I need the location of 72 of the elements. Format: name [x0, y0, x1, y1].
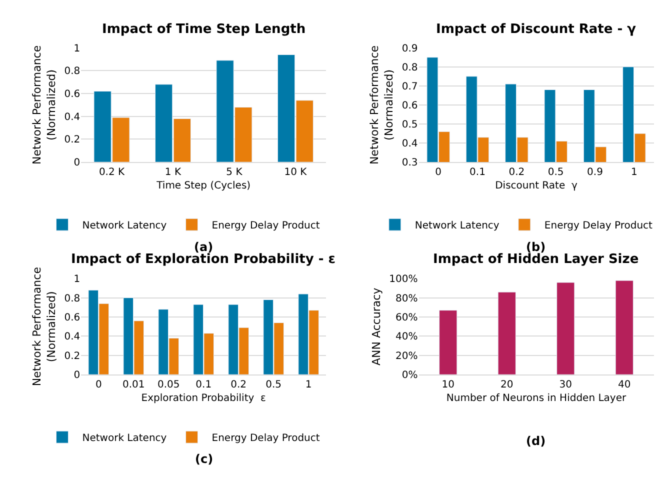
- y-axis-title: Network Performance (Normalized): [30, 45, 58, 165]
- y-tick-label: 80%: [396, 293, 418, 304]
- x-tick-label: 40: [618, 380, 631, 391]
- x-axis-title: Discount Rate γ: [495, 180, 578, 192]
- y-tick-label: 0%: [402, 370, 418, 382]
- legend-label: Network Latency: [82, 432, 167, 444]
- y-tick-label: 0.4: [64, 332, 80, 343]
- bar: [615, 280, 634, 375]
- x-tick-label: 0: [435, 167, 442, 178]
- y-tick-label: 1: [74, 274, 80, 286]
- x-tick-label: 1 K: [164, 167, 182, 178]
- x-axis-title: Exploration Probability ε: [141, 393, 266, 404]
- y-tick-label: 0: [74, 370, 80, 382]
- legend-label: Network Latency: [414, 220, 500, 232]
- x-tick-label: 0.1: [470, 167, 486, 178]
- y-tick-label: 100%: [389, 274, 418, 286]
- bar: [556, 282, 575, 375]
- y-tick-label: 0: [74, 158, 80, 169]
- x-tick-label: 1: [630, 167, 638, 178]
- x-tick-label: 0.01: [122, 380, 145, 391]
- x-tick-label: 0.5: [548, 167, 564, 178]
- text: (c): [195, 452, 214, 466]
- y-tick-label: 0.3: [402, 158, 418, 169]
- x-tick-label: 0: [95, 380, 102, 391]
- y-tick-label: 0.6: [64, 89, 80, 100]
- x-tick-label: 0.05: [157, 380, 180, 391]
- x-tick-label: 0.2 K: [98, 167, 126, 178]
- y-axis-title: Network Performance (Normalized): [30, 266, 58, 386]
- x-tick-label: 20: [500, 380, 514, 391]
- y-tick-label: 0.4: [64, 112, 80, 123]
- y-tick-label: 0.2: [64, 350, 80, 362]
- y-tick-label: 0.8: [64, 66, 80, 78]
- x-axis-title: Number of Neurons in Hidden Layer: [446, 393, 627, 404]
- chart-title: Impact of Hidden Layer Size: [433, 252, 639, 267]
- y-tick-label: 0.2: [64, 134, 80, 146]
- x-tick-label: 5 K: [226, 167, 243, 178]
- x-tick-label: 0.1: [196, 380, 212, 391]
- y-tick-label: 0.9: [402, 43, 418, 54]
- text: (b): [526, 240, 546, 254]
- legend-label: Energy Delay Product: [212, 220, 320, 232]
- y-tick-label: 20%: [396, 350, 418, 362]
- x-tick-label: 10: [442, 380, 454, 391]
- y-tick-label: 40%: [396, 332, 418, 343]
- x-tick-label: 0.2: [230, 380, 247, 391]
- x-tick-label: 1: [305, 380, 312, 391]
- y-axis-title: ANN Accuracy: [370, 287, 383, 366]
- y-tick-label: 0.6: [402, 100, 418, 112]
- y-axis-title: Network Performance (Normalized): [368, 45, 396, 165]
- y-tick-label: 0.6: [64, 312, 80, 324]
- legend-label: Energy Delay Product: [544, 220, 653, 232]
- legend-label: Network Latency: [82, 220, 167, 232]
- y-tick-label: 0.8: [402, 62, 418, 74]
- x-tick-label: 30: [559, 380, 572, 391]
- chart-title: Impact of Exploration Probability - ε: [71, 252, 336, 267]
- y-tick-label: 0.5: [402, 120, 418, 131]
- x-axis-title: Time Step (Cycles): [156, 180, 251, 192]
- y-tick-label: 60%: [396, 312, 418, 324]
- text: (a): [194, 240, 214, 254]
- x-tick-label: 0.9: [587, 167, 603, 178]
- chart-title: Impact of Discount Rate - γ: [436, 22, 636, 37]
- y-tick-label: 0.8: [64, 293, 80, 304]
- bar: [439, 310, 458, 375]
- y-tick-label: 0.4: [402, 138, 418, 150]
- chart-title: Impact of Time Step Length: [102, 22, 306, 37]
- x-tick-label: 10 K: [284, 167, 308, 178]
- x-tick-label: 0.5: [266, 380, 282, 391]
- y-tick-label: 0.7: [402, 81, 418, 92]
- bar: [498, 292, 516, 375]
- legend-label: Energy Delay Product: [212, 432, 320, 444]
- x-tick-label: 0.2: [508, 167, 525, 178]
- text: (d): [526, 434, 546, 448]
- y-tick-label: 1: [74, 43, 80, 54]
